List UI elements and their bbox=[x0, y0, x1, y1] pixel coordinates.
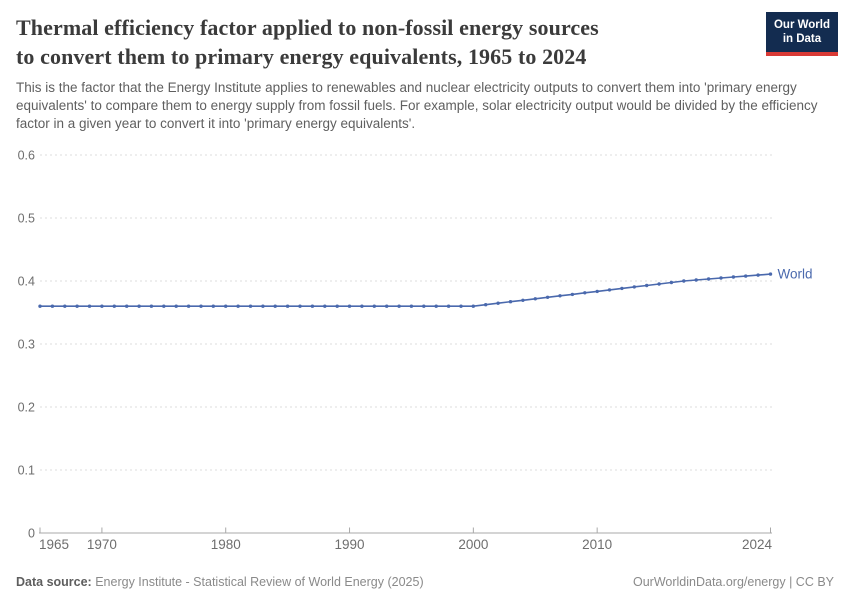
data-point[interactable] bbox=[768, 272, 773, 276]
data-point[interactable] bbox=[645, 283, 649, 288]
data-point[interactable] bbox=[347, 304, 352, 308]
data-source-label: Data source: bbox=[16, 575, 92, 589]
data-point[interactable] bbox=[149, 304, 154, 308]
y-tick-label: 0.6 bbox=[18, 149, 35, 163]
chart-subtitle: This is the factor that the Energy Insti… bbox=[16, 80, 818, 131]
data-point[interactable] bbox=[669, 280, 674, 285]
data-point[interactable] bbox=[521, 298, 525, 302]
data-point[interactable] bbox=[199, 304, 203, 308]
y-tick-label: 0.2 bbox=[18, 401, 35, 415]
data-point[interactable] bbox=[496, 301, 500, 305]
data-point[interactable] bbox=[620, 286, 624, 291]
data-point[interactable] bbox=[186, 304, 191, 308]
data-point[interactable] bbox=[533, 297, 537, 301]
data-point[interactable] bbox=[125, 304, 129, 308]
y-tick-label: 0.3 bbox=[18, 338, 35, 352]
x-tick-label: 1970 bbox=[87, 537, 117, 552]
data-point[interactable] bbox=[162, 304, 166, 308]
data-point[interactable] bbox=[545, 295, 550, 299]
data-point[interactable] bbox=[706, 277, 711, 281]
y-tick-label: 0.5 bbox=[18, 212, 35, 226]
chart-header: Thermal efficiency factor applied to non… bbox=[16, 13, 836, 133]
owid-logo[interactable]: Our World in Data bbox=[765, 12, 838, 56]
data-point[interactable] bbox=[360, 304, 364, 308]
data-point[interactable] bbox=[632, 285, 636, 289]
x-tick-label: 1965 bbox=[39, 537, 69, 552]
x-tick-label: 1980 bbox=[211, 537, 241, 552]
data-point[interactable] bbox=[174, 304, 178, 308]
data-source-note: Data source: Energy Institute - Statisti… bbox=[16, 575, 424, 589]
data-point[interactable] bbox=[63, 304, 67, 308]
series-label-world[interactable]: World bbox=[778, 267, 813, 282]
data-point[interactable] bbox=[694, 278, 698, 282]
data-point[interactable] bbox=[335, 304, 339, 308]
data-point[interactable] bbox=[50, 304, 55, 308]
chart-title: Thermal efficiency factor applied to non… bbox=[16, 13, 836, 71]
data-source-value: Energy Institute - Statistical Review of… bbox=[95, 575, 424, 589]
chart-title-line1: Thermal efficiency factor applied to non… bbox=[16, 15, 599, 40]
x-tick-label: 1990 bbox=[335, 537, 365, 552]
y-tick-label: 0 bbox=[28, 527, 35, 541]
data-point[interactable] bbox=[298, 304, 302, 308]
data-point[interactable] bbox=[459, 304, 463, 308]
data-point[interactable] bbox=[471, 304, 475, 308]
data-point[interactable] bbox=[607, 288, 612, 292]
data-point[interactable] bbox=[372, 304, 376, 308]
owid-logo-line1: Our World bbox=[773, 19, 830, 31]
data-point[interactable] bbox=[236, 304, 240, 308]
data-point[interactable] bbox=[310, 304, 315, 308]
data-point[interactable] bbox=[38, 304, 42, 308]
x-tick-label: 2000 bbox=[458, 537, 488, 552]
line-series-world[interactable] bbox=[40, 273, 771, 308]
data-point[interactable] bbox=[285, 304, 290, 308]
data-point[interactable] bbox=[657, 282, 661, 286]
data-point[interactable] bbox=[224, 304, 228, 308]
data-point[interactable] bbox=[385, 304, 389, 308]
data-point[interactable] bbox=[558, 294, 562, 298]
data-point[interactable] bbox=[446, 304, 451, 308]
data-point[interactable] bbox=[397, 304, 401, 308]
data-point[interactable] bbox=[261, 304, 265, 308]
data-point[interactable] bbox=[87, 304, 92, 308]
y-tick-label: 0.4 bbox=[18, 275, 35, 289]
data-point[interactable] bbox=[719, 276, 723, 280]
x-tick-label: 2010 bbox=[582, 537, 612, 552]
data-point[interactable] bbox=[137, 304, 141, 308]
y-tick-label: 0.1 bbox=[18, 464, 35, 478]
data-point[interactable] bbox=[112, 304, 117, 308]
chart-footer: Data source: Energy Institute - Statisti… bbox=[16, 575, 834, 589]
data-point[interactable] bbox=[100, 304, 104, 308]
data-point[interactable] bbox=[744, 274, 748, 278]
data-point[interactable] bbox=[756, 273, 760, 277]
data-point[interactable] bbox=[508, 300, 513, 304]
data-point[interactable] bbox=[211, 304, 215, 308]
chart-title-line2: to convert them to primary energy equiva… bbox=[16, 44, 587, 69]
data-point[interactable] bbox=[409, 304, 414, 308]
data-point[interactable] bbox=[273, 304, 277, 308]
x-tick-label: 2024 bbox=[742, 537, 773, 552]
data-point[interactable] bbox=[323, 304, 327, 308]
license-credit: OurWorldinData.org/energy | CC BY bbox=[632, 575, 834, 589]
data-point[interactable] bbox=[731, 275, 736, 279]
data-point[interactable] bbox=[484, 303, 488, 307]
owid-logo-line2: in Data bbox=[782, 32, 822, 45]
data-point[interactable] bbox=[570, 292, 575, 297]
data-point[interactable] bbox=[422, 304, 426, 308]
data-point[interactable] bbox=[248, 304, 253, 308]
data-point[interactable] bbox=[434, 304, 438, 308]
data-point[interactable] bbox=[75, 304, 79, 308]
data-point[interactable] bbox=[682, 279, 686, 283]
data-point[interactable] bbox=[583, 291, 587, 295]
data-point[interactable] bbox=[595, 289, 599, 294]
